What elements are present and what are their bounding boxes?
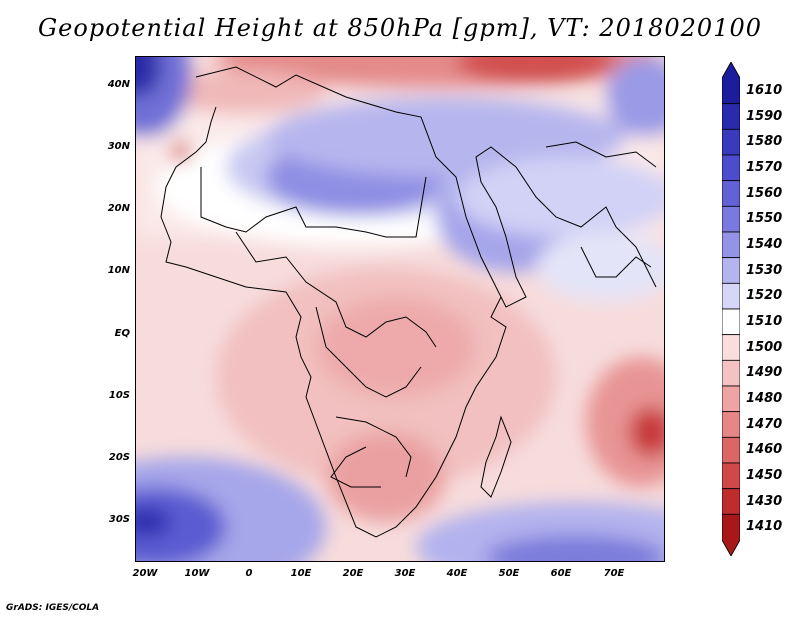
colorbar-level-label: 1470 xyxy=(746,416,783,432)
lat-label: 30S xyxy=(108,514,130,525)
lat-label: EQ xyxy=(114,328,130,339)
colorbar-level-label: 1540 xyxy=(746,236,783,252)
colorbar-swatch xyxy=(722,180,740,207)
colorbar-level-label: 1570 xyxy=(746,159,783,175)
colorbar-swatch xyxy=(722,231,740,259)
lon-label: 10E xyxy=(290,568,312,579)
colorbar-swatch xyxy=(722,62,740,105)
credit-text: GrADS: IGES/COLA xyxy=(6,603,100,613)
lat-label: 10N xyxy=(107,265,130,276)
colorbar-level-label: 1550 xyxy=(746,211,783,227)
lon-label: 30E xyxy=(394,568,416,579)
colorbar-swatch xyxy=(722,385,740,413)
coastlines xyxy=(160,66,657,538)
colorbar-level-label: 1460 xyxy=(746,442,783,458)
colorbar-level-label: 1410 xyxy=(746,519,783,535)
lon-label: 20W xyxy=(132,568,158,579)
colorbar-level-label: 1530 xyxy=(746,262,783,278)
colorbar-swatch xyxy=(722,205,740,233)
colorbar-level-label: 1450 xyxy=(746,467,783,483)
colorbar-level-label: 1580 xyxy=(746,134,783,150)
colorbar-level-label: 1490 xyxy=(746,365,783,381)
lat-label: 20S xyxy=(108,452,130,463)
colorbar-swatch xyxy=(722,462,740,490)
colorbar-level-label: 1590 xyxy=(746,108,783,124)
lat-label: 10S xyxy=(108,390,130,401)
colorbar-level-label: 1560 xyxy=(746,185,783,201)
lon-label: 60E xyxy=(550,568,572,579)
map-field xyxy=(136,57,664,561)
colorbar xyxy=(722,62,740,556)
lat-label: 30N xyxy=(107,141,130,152)
lon-label: 70E xyxy=(603,568,625,579)
colorbar-swatch xyxy=(722,334,740,361)
colorbar-level-label: 1480 xyxy=(746,390,783,406)
lon-label: 40E xyxy=(446,568,468,579)
colorbar-swatch xyxy=(722,257,740,284)
colorbar-swatch xyxy=(722,488,740,515)
map-panel xyxy=(135,56,665,562)
colorbar-level-label: 1610 xyxy=(746,82,783,98)
colorbar-swatch xyxy=(722,154,740,182)
lat-label: 40N xyxy=(107,79,130,90)
lon-label: 10W xyxy=(184,568,210,579)
colorbar-swatch xyxy=(722,411,740,438)
colorbar-swatch xyxy=(722,308,740,336)
lat-label: 20N xyxy=(107,203,130,214)
colorbar-swatch xyxy=(722,103,740,130)
map-title: Geopotential Height at 850hPa [gpm], VT:… xyxy=(38,14,762,42)
colorbar-level-label: 1520 xyxy=(746,288,783,304)
lon-label: 50E xyxy=(498,568,520,579)
colorbar-swatch xyxy=(722,359,740,387)
lon-label: 20E xyxy=(342,568,364,579)
colorbar-swatch xyxy=(722,436,740,464)
colorbar-swatch xyxy=(722,128,740,156)
colorbar-level-label: 1500 xyxy=(746,339,783,355)
colorbar-swatch xyxy=(722,513,740,556)
lon-label: 0 xyxy=(245,568,253,579)
colorbar-level-label: 1430 xyxy=(746,493,783,509)
colorbar-level-label: 1510 xyxy=(746,313,783,329)
colorbar-swatch xyxy=(722,282,740,310)
